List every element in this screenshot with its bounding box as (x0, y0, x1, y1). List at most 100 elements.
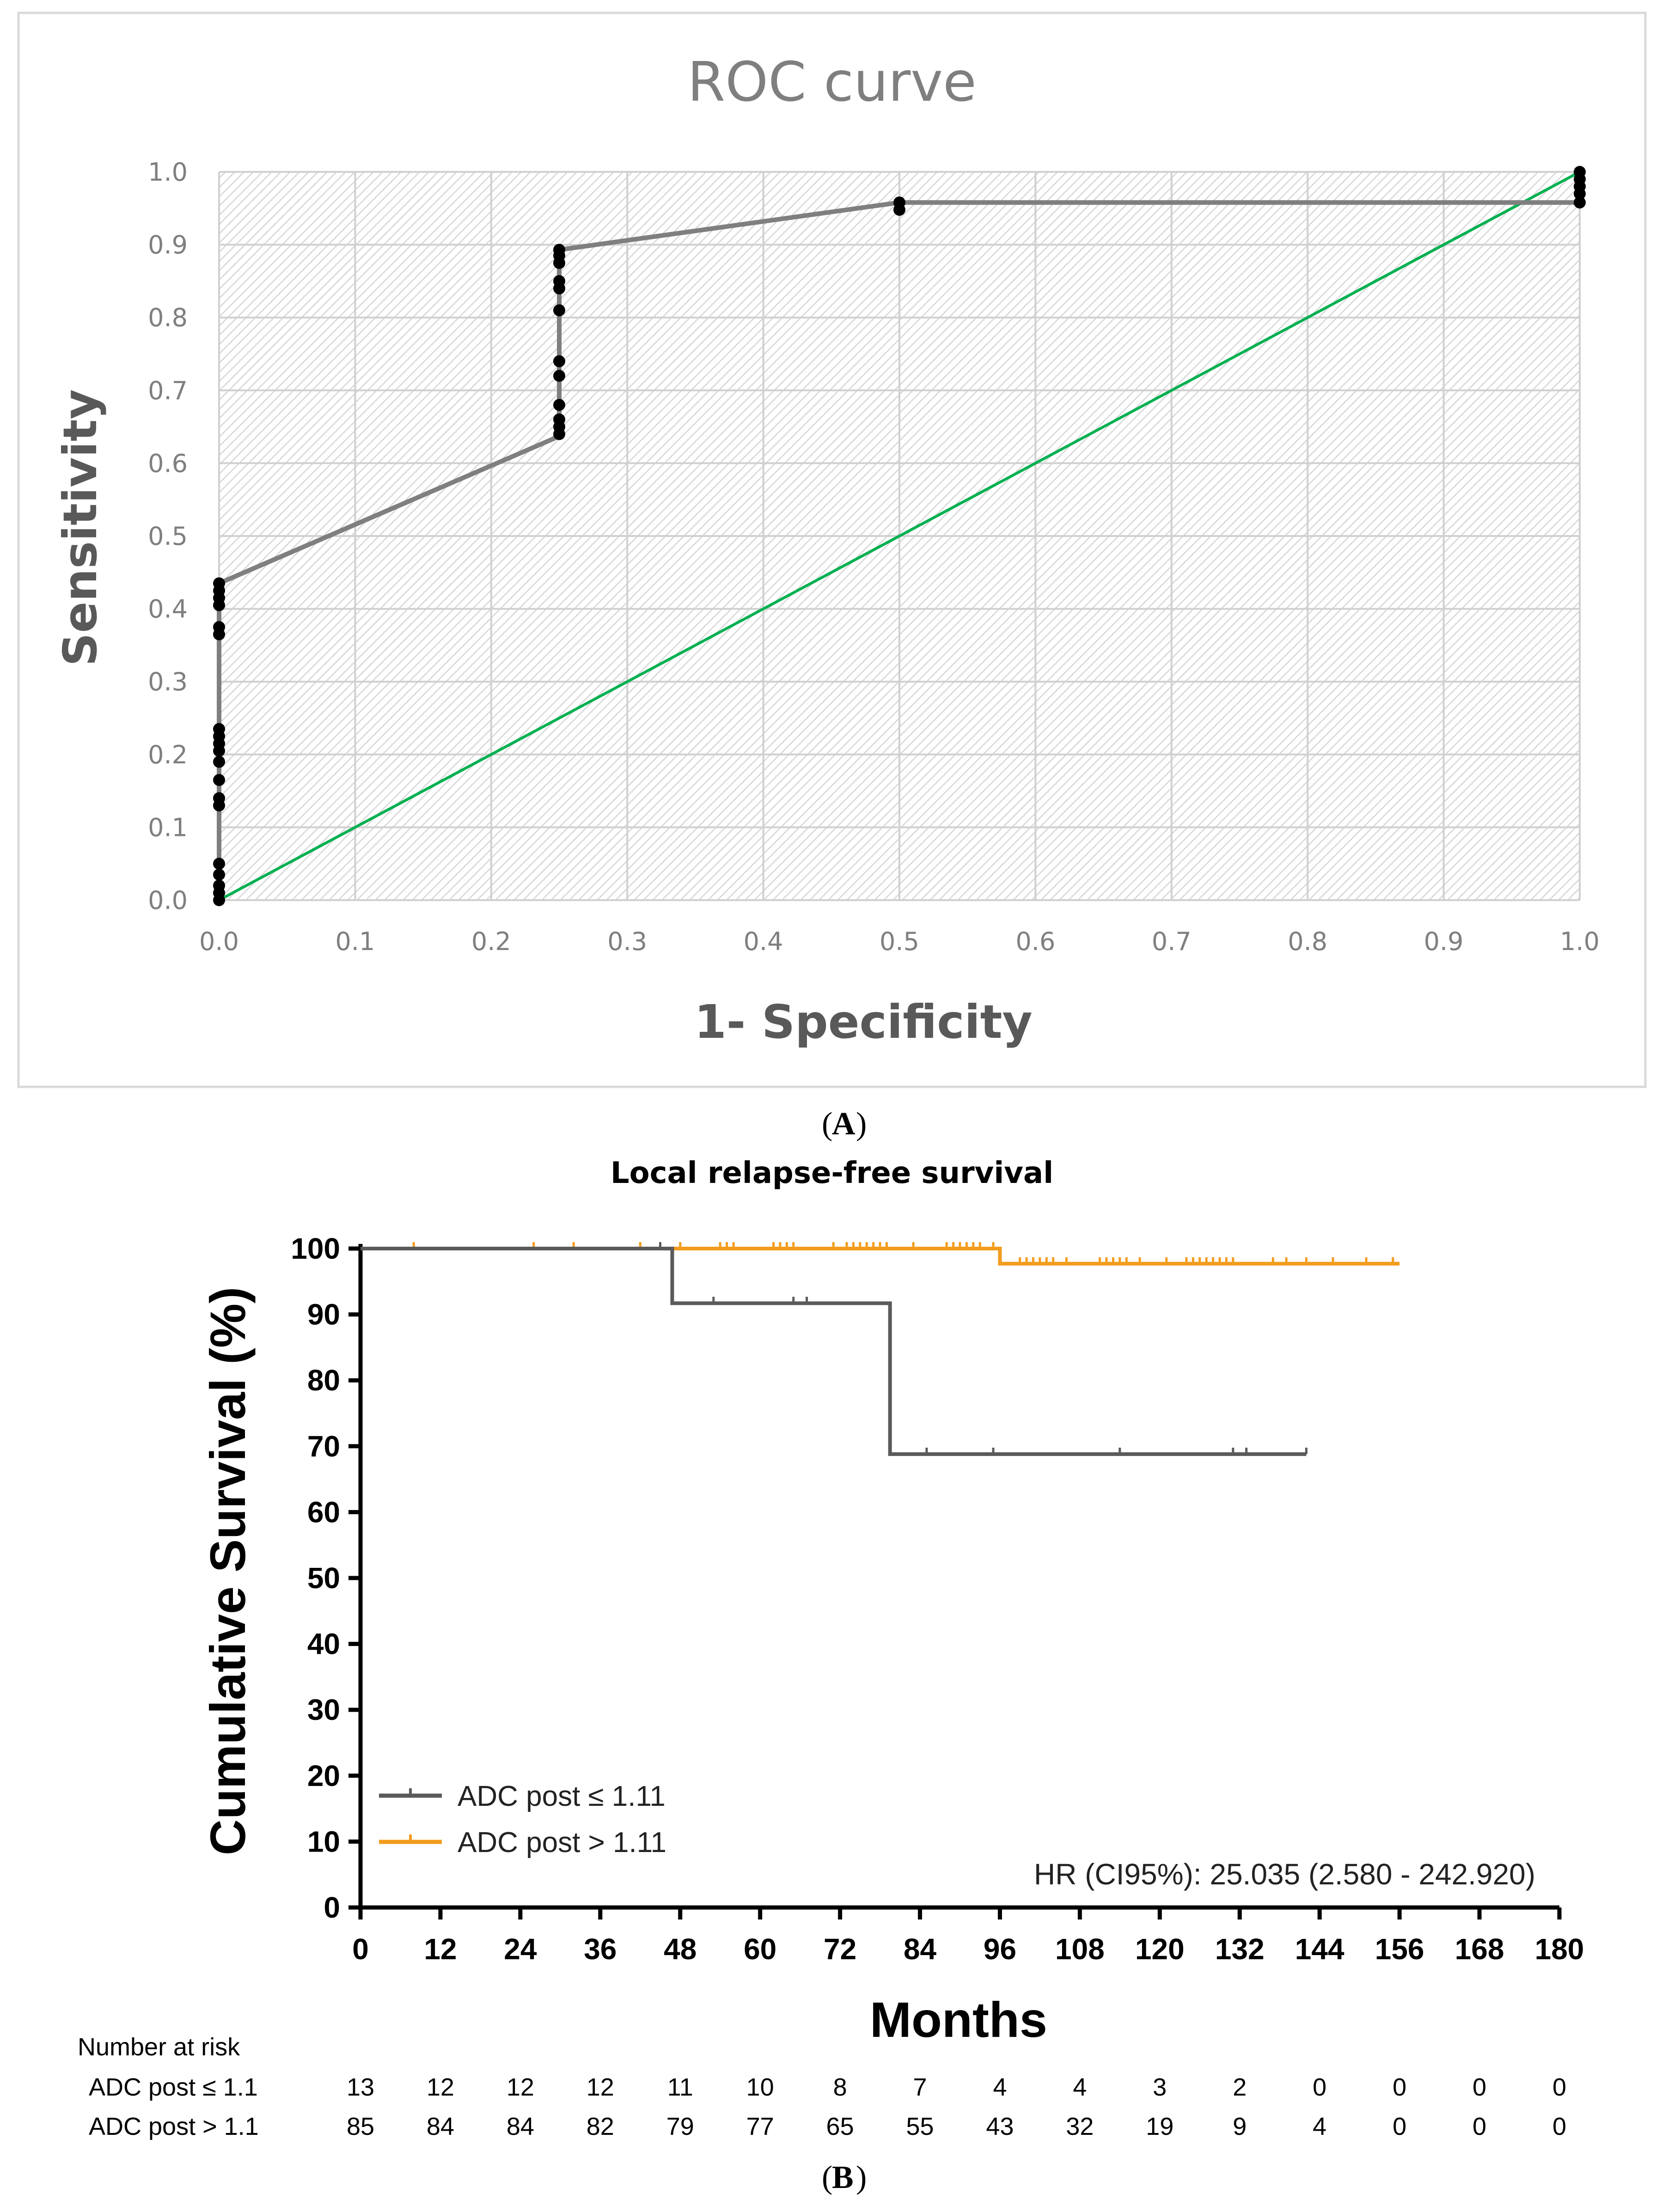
km-curve-adc-high (361, 1247, 1400, 1266)
roc-point (553, 275, 565, 287)
roc-point (213, 774, 225, 786)
roc-x-tick-label: 0.8 (1288, 927, 1327, 956)
km-y-tick-label: 40 (307, 1627, 340, 1661)
risk-value: 8 (833, 2073, 847, 2101)
roc-title: ROC curve (687, 50, 976, 114)
roc-point (553, 304, 565, 317)
km-x-tick-label: 180 (1535, 1932, 1584, 1966)
roc-x-tick-label: 0.7 (1152, 927, 1192, 956)
roc-point (1574, 166, 1586, 178)
risk-value: 10 (746, 2073, 774, 2101)
risk-value: 77 (746, 2113, 774, 2140)
risk-value: 84 (427, 2113, 454, 2140)
risk-value: 11 (667, 2073, 693, 2101)
km-hazard-ratio: HR (CI95%): 25.035 (2.580 - 242.920) (1034, 1858, 1535, 1891)
risk-value: 4 (1073, 2073, 1087, 2101)
roc-y-tick-label: 0.5 (148, 522, 188, 551)
roc-plot: 0.0 0.1 0.2 0.3 0.4 0.5 0.6 0.7 0.8 0.9 1.0 0.0 0.1 0… (148, 158, 1600, 956)
roc-x-tick-label: 0.3 (607, 927, 647, 956)
panel-b-open-paren: ( (822, 2160, 832, 2195)
km-x-tick-label: 72 (824, 1932, 856, 1966)
risk-value: 32 (1066, 2113, 1094, 2140)
km-x-tick-label: 60 (744, 1932, 776, 1966)
risk-value: 0 (1393, 2113, 1406, 2140)
roc-x-tick-label: 0.4 (744, 927, 783, 956)
roc-y-tick-label: 1.0 (148, 158, 188, 187)
risk-value: 43 (986, 2113, 1014, 2140)
panel-a-open-paren: ( (822, 1106, 832, 1142)
risk-value: 12 (587, 2073, 614, 2101)
panel-a-close-paren: ) (856, 1106, 867, 1142)
km-x-tick-label: 24 (504, 1932, 537, 1966)
roc-x-tick-label: 0.6 (1015, 927, 1055, 956)
roc-point (213, 879, 225, 892)
risk-value: 85 (347, 2113, 374, 2140)
risk-value: 0 (1473, 2113, 1486, 2140)
km-x-tick-label: 144 (1295, 1932, 1344, 1966)
risk-row-label-high: ADC post > 1.1 (89, 2113, 259, 2140)
km-x-tick-label: 48 (664, 1932, 697, 1966)
km-x-tick-label: 96 (984, 1932, 1016, 1966)
roc-point (553, 244, 565, 256)
km-y-tick-label: 20 (307, 1759, 340, 1792)
roc-y-tick-label: 0.1 (148, 813, 188, 842)
risk-value: 84 (507, 2113, 534, 2140)
km-x-tick-label: 84 (904, 1932, 937, 1966)
roc-y-axis-label: Sensitivity (53, 389, 107, 666)
risk-value: 82 (587, 2113, 614, 2140)
roc-y-tick-label: 0.8 (148, 303, 188, 332)
risk-value: 2 (1233, 2073, 1246, 2101)
risk-value: 0 (1552, 2113, 1566, 2140)
km-y-tick-label: 50 (307, 1561, 340, 1595)
risk-value: 9 (1233, 2113, 1246, 2140)
roc-y-tick-label: 0.6 (148, 449, 188, 478)
km-x-tick-label: 108 (1055, 1932, 1105, 1966)
km-x-tick-label: 12 (424, 1932, 457, 1966)
risk-value: 0 (1552, 2073, 1566, 2101)
roc-x-tick-label: 1.0 (1560, 927, 1600, 956)
risk-value: 7 (913, 2073, 927, 2101)
km-y-axis-label: Cumulative Survival (%) (200, 1287, 256, 1855)
risk-value: 55 (906, 2113, 934, 2140)
roc-point (213, 577, 225, 590)
km-y-tick-label: 100 (291, 1232, 340, 1265)
risk-value: 0 (1313, 2073, 1326, 2101)
risk-value: 19 (1146, 2113, 1173, 2140)
km-x-tick-label: 132 (1215, 1932, 1265, 1966)
legend-label-low: ADC post ≤ 1.11 (458, 1780, 666, 1812)
roc-x-axis-label: 1- Specificity (694, 995, 1033, 1049)
roc-x-tick-label: 0.2 (471, 927, 511, 956)
roc-point (213, 723, 225, 735)
roc-point (893, 196, 905, 209)
roc-point (553, 399, 565, 411)
risk-value: 4 (993, 2073, 1007, 2101)
risk-value: 12 (507, 2073, 534, 2101)
roc-y-tick-label: 0.9 (148, 231, 188, 260)
risk-value: 65 (826, 2113, 854, 2140)
risk-value: 0 (1473, 2073, 1486, 2101)
roc-y-tick-label: 0.2 (148, 740, 188, 769)
km-y-tick-label: 10 (307, 1825, 340, 1858)
roc-point (213, 756, 225, 768)
panel-b-close-paren: ) (856, 2160, 867, 2195)
risk-row-label-low: ADC post ≤ 1.1 (89, 2073, 258, 2101)
roc-point (553, 370, 565, 382)
km-x-tick-label: 156 (1375, 1932, 1424, 1966)
risk-value: 4 (1313, 2113, 1326, 2140)
km-x-tick-label: 120 (1135, 1932, 1185, 1966)
roc-point (553, 355, 565, 367)
roc-point (1574, 196, 1586, 209)
risk-table-values: 13 12 12 12 11 10 8 7 4 4 3 2 0 0 0 085 84 84 82 79 77 65 55 43… (347, 2073, 1566, 2140)
panel-a-label: A (832, 1106, 855, 1142)
roc-x-tick-label: 0.5 (880, 927, 919, 956)
km-y-tick-label: 30 (307, 1693, 340, 1726)
roc-x-tick-label: 0.0 (199, 927, 239, 956)
km-y-tick-label: 0 (324, 1891, 340, 1924)
km-plot: 0 10 20 30 40 50 60 70 80 90 100 0 12 24 36 48 60 72 84 96 1… (291, 1232, 1584, 1966)
roc-y-tick-label: 0.0 (148, 886, 188, 915)
legend-label-high: ADC post > 1.11 (458, 1827, 666, 1859)
km-title: Local relapse-free survival (611, 1156, 1053, 1190)
roc-y-tick-label: 0.4 (148, 595, 188, 624)
roc-x-tick-label: 0.1 (335, 927, 375, 956)
